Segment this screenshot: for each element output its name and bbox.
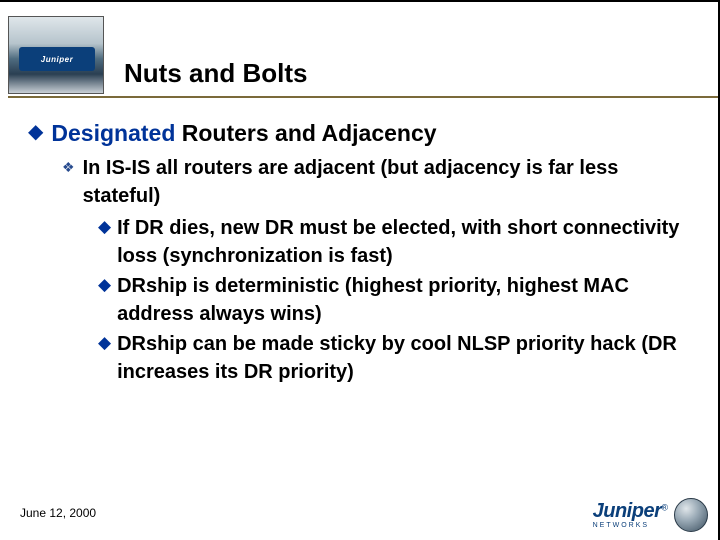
diamond-icon: ◆	[98, 272, 111, 298]
diamond-icon: ◆	[28, 118, 43, 146]
registered-icon: ®	[661, 503, 668, 513]
juniper-patch: Juniper	[19, 47, 95, 71]
diamond-outline-icon: ❖	[62, 154, 75, 180]
diamond-icon: ◆	[98, 214, 111, 240]
bullet-lvl1: ◆ Designated Routers and Adjacency	[28, 118, 688, 148]
slide-title: Nuts and Bolts	[124, 58, 307, 89]
bullet-lvl3: ◆ DRship is deterministic (highest prior…	[98, 272, 688, 328]
lvl3-text: DRship is deterministic (highest priorit…	[117, 272, 688, 328]
bullet-lvl3: ◆ DRship can be made sticky by cool NLSP…	[98, 330, 688, 386]
header: Juniper Nuts and Bolts	[0, 16, 720, 96]
lvl1-rest: Routers and Adjacency	[175, 120, 436, 146]
header-photo: Juniper	[8, 16, 104, 94]
footer-logo-text: Juniper® NETWORKS	[593, 501, 668, 529]
footer-brand: Juniper	[593, 500, 662, 522]
lvl1-lead: Designated	[51, 120, 175, 146]
title-divider	[8, 96, 718, 98]
diamond-icon: ◆	[98, 330, 111, 356]
bullet-lvl2: ❖ In IS-IS all routers are adjacent (but…	[62, 154, 688, 210]
lvl3-text: DRship can be made sticky by cool NLSP p…	[117, 330, 688, 386]
bullet-lvl3: ◆ If DR dies, new DR must be elected, wi…	[98, 214, 688, 270]
content: ◆ Designated Routers and Adjacency ❖ In …	[28, 118, 688, 388]
footer-logo: Juniper® NETWORKS	[593, 498, 708, 532]
footer-brand-sub: NETWORKS	[593, 522, 668, 529]
lvl1-text: Designated Routers and Adjacency	[51, 118, 436, 148]
slide: Juniper Nuts and Bolts ◆ Designated Rout…	[0, 0, 720, 540]
header-logo-text: Juniper	[41, 55, 73, 64]
lvl3-text: If DR dies, new DR must be elected, with…	[117, 214, 688, 270]
globe-icon	[674, 498, 708, 532]
lvl2-text: In IS-IS all routers are adjacent (but a…	[83, 154, 688, 210]
footer-date: June 12, 2000	[20, 506, 96, 520]
